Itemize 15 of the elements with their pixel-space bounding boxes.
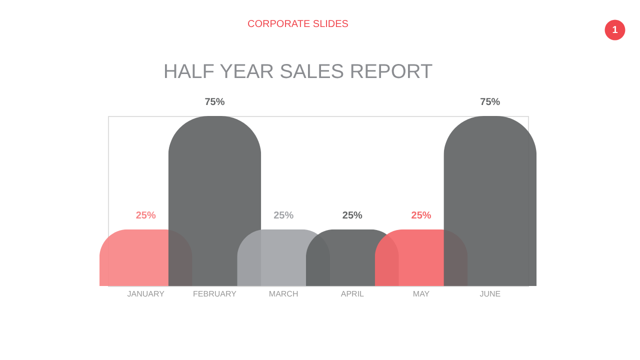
data-label: 25% [274,210,294,222]
x-tick-label: JANUARY [127,290,166,298]
text: CORPORATE SLIDES [248,19,349,30]
x-tick-label: MARCH [268,290,298,298]
data-label: 75% [480,97,500,108]
data-label: 25% [342,210,363,222]
data-label: 25% [136,210,156,222]
text: 1 [612,25,618,36]
x-tick-label: FEBRUARY [193,290,238,298]
x-tick-label: MAY [412,290,430,298]
chart-title: HALF YEAR SALES REPORT [163,61,433,83]
data-label: 25% [411,210,432,222]
data-label: 75% [204,97,225,108]
x-tick-label: APRIL [340,290,365,298]
x-tick-label: JUNE [480,290,501,298]
